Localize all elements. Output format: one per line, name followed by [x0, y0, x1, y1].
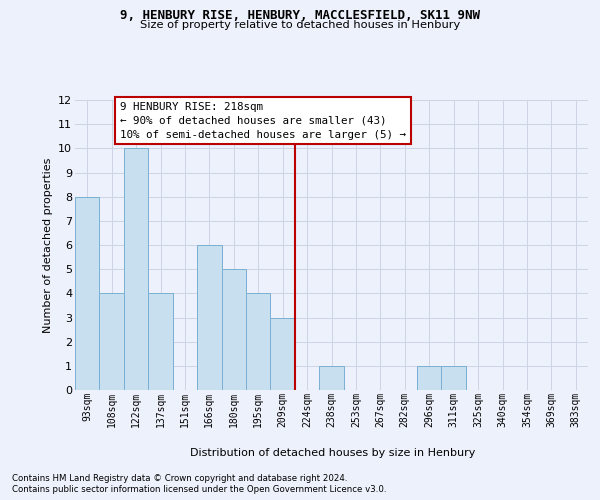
Bar: [197, 245, 221, 390]
Text: Distribution of detached houses by size in Henbury: Distribution of detached houses by size …: [190, 448, 476, 458]
Bar: [246, 294, 271, 390]
Text: Contains public sector information licensed under the Open Government Licence v3: Contains public sector information licen…: [12, 485, 386, 494]
Text: 9 HENBURY RISE: 218sqm
← 90% of detached houses are smaller (43)
10% of semi-det: 9 HENBURY RISE: 218sqm ← 90% of detached…: [120, 102, 406, 140]
Bar: [271, 318, 295, 390]
Bar: [319, 366, 344, 390]
Text: 9, HENBURY RISE, HENBURY, MACCLESFIELD, SK11 9NW: 9, HENBURY RISE, HENBURY, MACCLESFIELD, …: [120, 9, 480, 22]
Bar: [124, 148, 148, 390]
Bar: [417, 366, 442, 390]
Bar: [148, 294, 173, 390]
Bar: [75, 196, 100, 390]
Bar: [221, 269, 246, 390]
Text: Size of property relative to detached houses in Henbury: Size of property relative to detached ho…: [140, 20, 460, 30]
Text: Contains HM Land Registry data © Crown copyright and database right 2024.: Contains HM Land Registry data © Crown c…: [12, 474, 347, 483]
Bar: [100, 294, 124, 390]
Y-axis label: Number of detached properties: Number of detached properties: [43, 158, 53, 332]
Bar: [442, 366, 466, 390]
